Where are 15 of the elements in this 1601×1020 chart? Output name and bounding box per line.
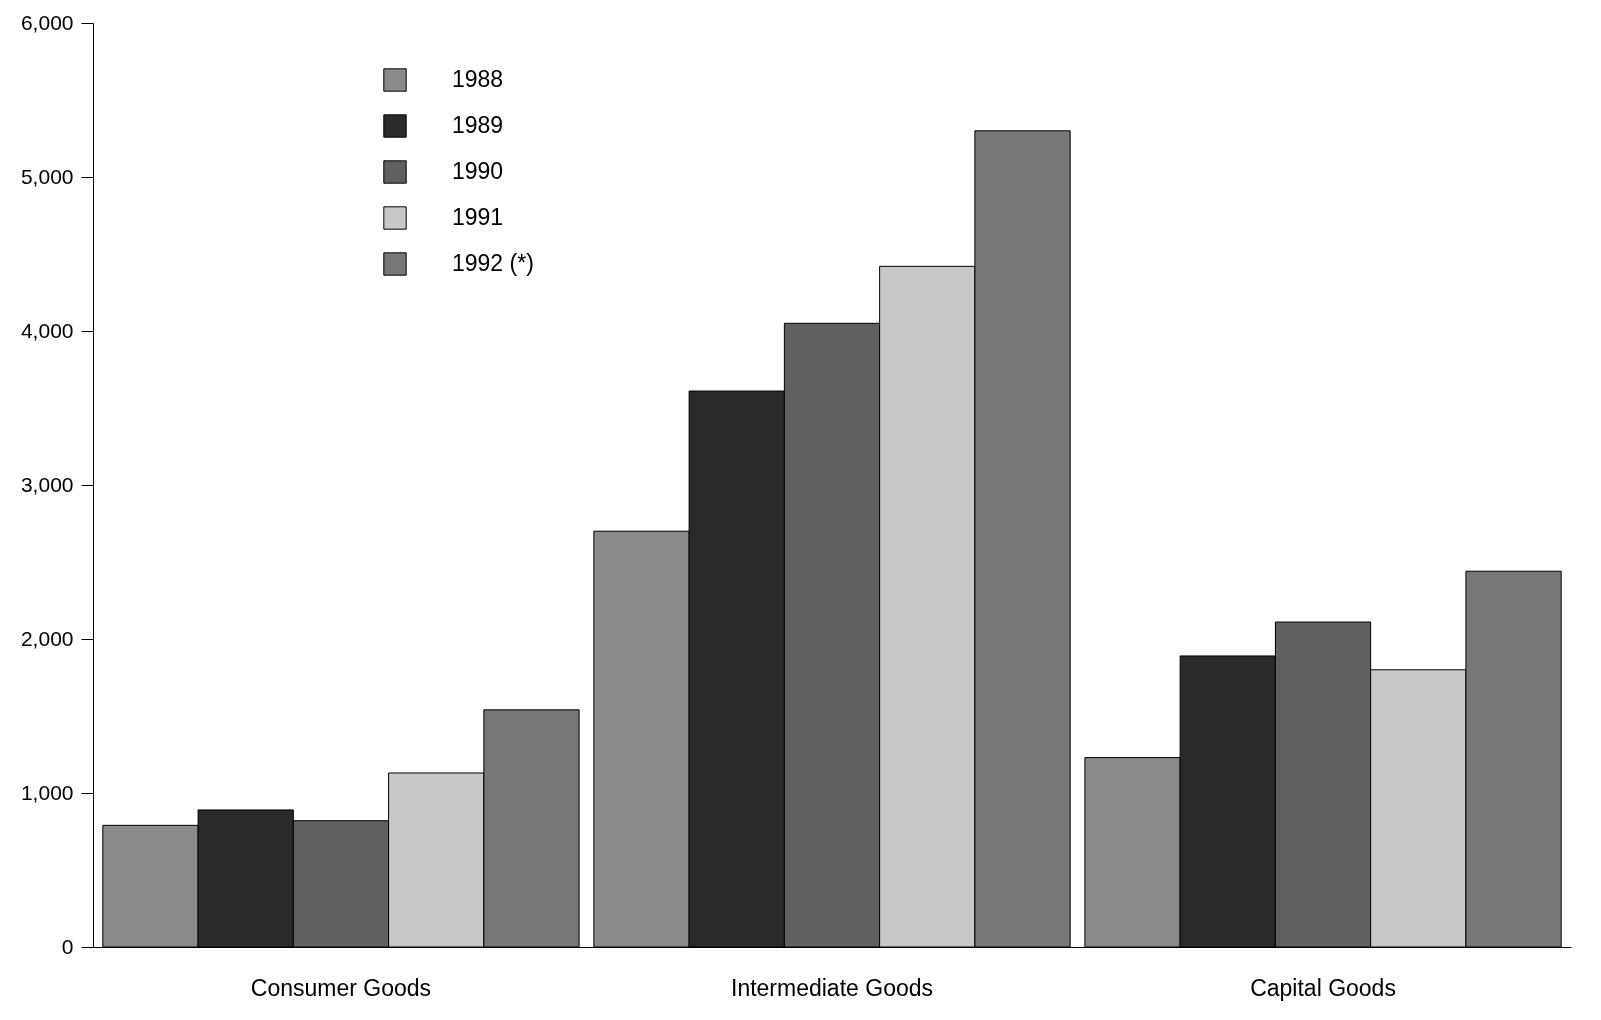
x-tick-label: Capital Goods [1250, 974, 1396, 1001]
legend-label: 1992 (*) [452, 250, 534, 276]
y-tick-label: 2,000 [20, 626, 74, 650]
y-tick-label: 5,000 [20, 164, 74, 188]
legend-label: 1988 [452, 66, 504, 92]
x-tick-label: Intermediate Goods [730, 974, 934, 1001]
x-tick-label: Consumer Goods [250, 974, 432, 1001]
legend-label: 1990 [452, 158, 504, 184]
y-tick-label: 0 [61, 934, 74, 958]
y-tick-label: 6,000 [20, 10, 74, 34]
legend-label: 1989 [452, 112, 504, 138]
y-tick-label: 1,000 [20, 780, 74, 804]
y-tick-label: 3,000 [20, 472, 74, 496]
y-tick-label: 4,000 [20, 318, 74, 342]
legend-label: 1991 [452, 204, 504, 230]
